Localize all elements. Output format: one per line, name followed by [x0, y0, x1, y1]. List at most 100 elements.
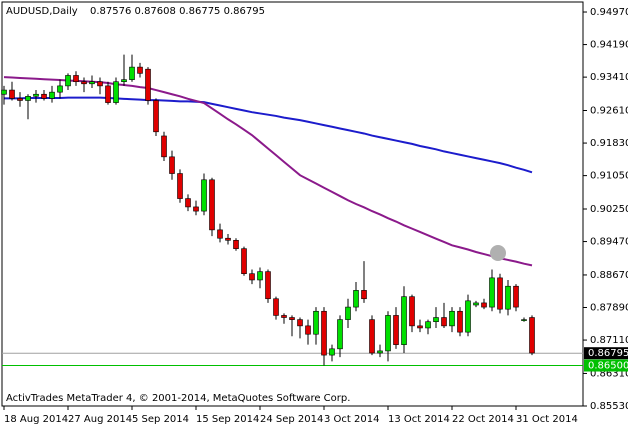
- candle-body: [497, 277, 503, 310]
- candle-body: [65, 75, 71, 87]
- candle-body: [337, 319, 343, 350]
- candle-body: [361, 290, 367, 300]
- candle-body: [489, 277, 495, 308]
- candle-body: [73, 75, 79, 83]
- y-tick-label: 0.91050: [590, 171, 628, 182]
- plot-frame: [1, 1, 584, 407]
- candle-body: [401, 296, 407, 345]
- candle-body: [1, 89, 7, 95]
- candle-body: [89, 81, 95, 85]
- y-tick-label: 0.88670: [590, 270, 628, 281]
- candle-body: [513, 285, 519, 308]
- x-tick-label: 18 Aug 2014: [4, 414, 68, 425]
- candle-body: [441, 317, 447, 327]
- x-tick-label: 27 Aug 2014: [68, 414, 132, 425]
- y-tick-label: 0.87890: [590, 303, 628, 314]
- candle-body: [353, 290, 359, 308]
- candle-body: [145, 68, 151, 101]
- y-tick-label: 0.93410: [590, 72, 628, 83]
- candle-body: [25, 96, 31, 101]
- candle-body: [97, 81, 103, 87]
- candle-body: [529, 317, 535, 354]
- candle-body: [329, 348, 335, 356]
- x-tick-label: 31 Oct 2014: [516, 414, 578, 425]
- chart-subtitle: 0.87576 0.87608 0.86775 0.86795: [90, 6, 265, 17]
- candle-body: [505, 285, 511, 310]
- candle-body: [393, 315, 399, 345]
- y-tick-label: 0.86310: [590, 368, 628, 379]
- candle-body: [81, 81, 87, 85]
- candle-body: [233, 240, 239, 249]
- y-tick-label: 0.91830: [590, 138, 628, 149]
- price-label: 0.86500: [588, 361, 628, 372]
- x-tick-label: 24 Sep 2014: [260, 414, 323, 425]
- candle-body: [449, 310, 455, 327]
- candle-body: [49, 91, 55, 99]
- candle-body: [249, 273, 255, 281]
- x-tick-label: 22 Oct 2014: [452, 414, 514, 425]
- marker: [490, 245, 506, 261]
- candle-body: [201, 179, 207, 212]
- y-tick-label: 0.85530: [590, 401, 628, 412]
- candle-body: [265, 271, 271, 300]
- candle-body: [193, 206, 199, 212]
- candle-body: [257, 271, 263, 281]
- candle-body: [177, 173, 183, 199]
- candle-body: [209, 179, 215, 231]
- footer: ActivTrades MetaTrader 4, © 2001-2014, M…: [6, 393, 350, 404]
- x-tick-label: 13 Oct 2014: [388, 414, 450, 425]
- candle-body: [473, 302, 479, 306]
- candle-body: [369, 319, 375, 354]
- candle-body: [465, 300, 471, 333]
- candle-body: [225, 237, 231, 241]
- candle-body: [289, 317, 295, 320]
- y-tick-label: 0.90250: [590, 204, 628, 215]
- candle-body: [457, 310, 463, 333]
- candle-body: [217, 229, 223, 239]
- candle-body: [153, 100, 159, 133]
- candle-body: [417, 325, 423, 329]
- candle-body: [129, 66, 135, 80]
- candle-body: [273, 298, 279, 316]
- candle-body: [105, 85, 111, 103]
- x-tick-label: 15 Sep 2014: [196, 414, 259, 425]
- candle-body: [33, 93, 39, 97]
- moving-average: [4, 96, 533, 174]
- candle-body: [113, 81, 119, 103]
- candle-body: [313, 310, 319, 335]
- candle-body: [305, 325, 311, 335]
- candle-body: [241, 248, 247, 274]
- candle-body: [17, 98, 23, 101]
- candle-body: [433, 317, 439, 322]
- price-label: 0.86795: [588, 348, 628, 359]
- candle-body: [521, 319, 527, 321]
- candle-body: [385, 315, 391, 352]
- candle-body: [297, 319, 303, 327]
- y-tick-label: 0.94190: [590, 40, 628, 51]
- candle-body: [425, 321, 431, 329]
- y-tick-label: 0.89470: [590, 237, 628, 248]
- price-label-bg: [584, 347, 628, 360]
- candle-body: [137, 66, 143, 74]
- candle-body: [185, 198, 191, 208]
- x-tick-label: 5 Sep 2014: [132, 414, 189, 425]
- candle-body: [9, 89, 15, 99]
- y-tick-label: 0.94970: [590, 7, 628, 18]
- y-tick-label: 0.87110: [590, 335, 628, 346]
- candle-body: [281, 315, 287, 318]
- candle-body: [321, 310, 327, 356]
- candle-body: [345, 306, 351, 320]
- candle-body: [169, 156, 175, 174]
- x-tick-label: 3 Oct 2014: [324, 414, 379, 425]
- chart-title: AUDUSD,Daily: [6, 6, 78, 17]
- y-tick-label: 0.92610: [590, 106, 628, 117]
- candle-body: [409, 296, 415, 327]
- candle-body: [41, 93, 47, 99]
- candle-body: [57, 85, 63, 93]
- candle-body: [377, 350, 383, 354]
- candle-body: [121, 79, 127, 83]
- candle-body: [161, 135, 167, 158]
- candle-body: [481, 302, 487, 308]
- price-label-bg: [584, 359, 628, 372]
